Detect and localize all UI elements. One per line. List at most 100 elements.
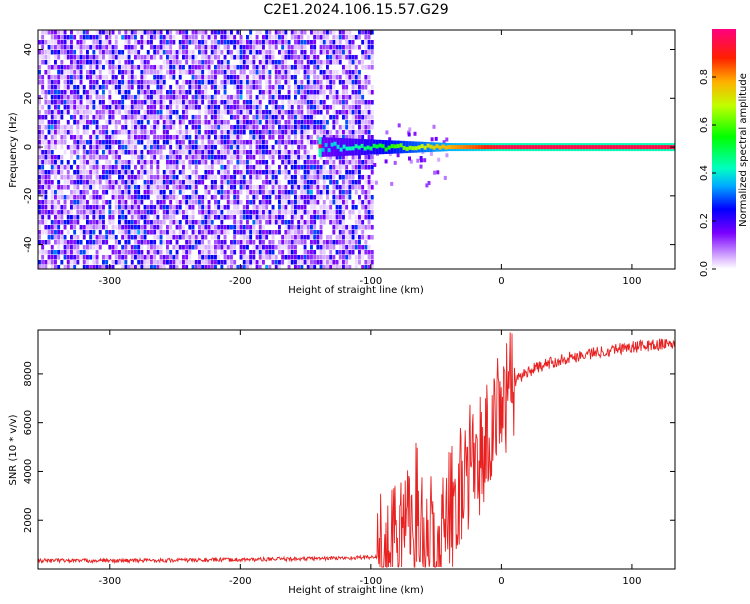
spectrogram-cell (76, 255, 80, 260)
spectrogram-cell (246, 95, 249, 100)
spectrogram-cell (367, 250, 371, 255)
spectrogram-cell (230, 175, 233, 180)
spectrogram-cell (306, 130, 310, 135)
spectrogram-cell (342, 30, 345, 35)
spectrogram-cell (111, 145, 115, 150)
spectrogram-cell (313, 240, 317, 245)
spectrogram-cell (82, 230, 86, 235)
spectrogram-cell (121, 75, 125, 80)
spectrogram-cell (175, 115, 179, 120)
spectrogram-cell (217, 240, 221, 245)
spectrogram-cell (130, 110, 134, 115)
spectrogram-cell (361, 90, 365, 95)
spectrogram-cell (54, 45, 57, 50)
spectrogram-cell (310, 160, 313, 165)
spectrogram-cell (185, 90, 189, 95)
spectrogram-cell (44, 250, 48, 255)
spectrogram-cell (153, 235, 157, 240)
spectrogram-cell (108, 200, 112, 205)
spectrogram-cell (76, 175, 80, 180)
spectrogram-cell (287, 90, 291, 95)
spectrogram-cell (338, 130, 342, 135)
spectrogram-cell (297, 180, 301, 185)
spectrogram-cell (207, 210, 211, 215)
spectrogram-cell (146, 135, 150, 140)
spectrogram-cell (204, 115, 208, 120)
spectrogram-cell (182, 70, 185, 75)
spectrogram-cell (345, 245, 349, 250)
spectrogram-cell (66, 105, 70, 110)
spectrogram-cell (348, 175, 352, 180)
spectrogram-cell (262, 125, 265, 130)
spectrogram-cell (287, 45, 291, 50)
spectrogram-cell (217, 30, 221, 35)
spectrogram-cell (290, 125, 294, 130)
spectrogram-cell (86, 95, 89, 100)
spectrogram-cell (38, 125, 41, 130)
spectrogram-cell (70, 130, 73, 135)
spectrogram-cell (114, 165, 118, 170)
spectrogram-cell (300, 130, 304, 135)
spectrogram-cell (98, 220, 102, 225)
spectrogram-cell (287, 50, 291, 55)
spectrogram-cell (358, 85, 361, 90)
spectrogram-cell (57, 90, 61, 95)
spectrogram-cell (348, 70, 352, 75)
spectrogram-cell (79, 35, 83, 40)
signal-core-cell (507, 145, 511, 150)
spectrogram-cell (281, 55, 285, 60)
spectrogram-cell (316, 85, 320, 90)
spectrogram-cell (226, 180, 230, 185)
spectrogram-cell (287, 170, 291, 175)
spectrogram-cell (41, 255, 45, 260)
spectrogram-cell (236, 145, 240, 150)
spectrogram-cell (159, 255, 163, 260)
spectrogram-cell (111, 150, 115, 155)
spectrogram-cell (150, 45, 153, 50)
spectrogram-cell (249, 130, 253, 135)
spectrogram-cell (306, 190, 310, 195)
spectrogram-cell (278, 245, 281, 250)
spectrogram-cell (127, 115, 131, 120)
spectrogram-cell (306, 80, 310, 85)
spectrogram-cell (66, 100, 70, 105)
spectrogram-cell (220, 40, 224, 45)
signal-core-cell (639, 145, 643, 150)
spectrogram-cell (217, 100, 221, 105)
spectrogram-cell (79, 145, 83, 150)
spectrogram-cell (108, 150, 112, 155)
spectrogram-cell (182, 30, 185, 35)
spectrogram-cell (73, 230, 77, 235)
spectrogram-cell (268, 190, 272, 195)
spectrogram-cell (166, 110, 169, 115)
spectrogram-cell (242, 160, 246, 165)
spectrogram-cell (194, 85, 198, 90)
spectrogram-cell (274, 85, 278, 90)
spectrogram-cell (73, 65, 77, 70)
spectrogram-cell (338, 110, 342, 115)
spectrogram-cell (258, 255, 262, 260)
spectrogram-cell (95, 215, 99, 220)
spectrogram-cell (297, 235, 301, 240)
spectrogram-cell (370, 180, 374, 185)
spectrogram-cell (252, 65, 256, 70)
spectrogram-cell (281, 195, 285, 200)
spectrogram-cell (436, 170, 440, 175)
spectrogram-cell (50, 170, 54, 175)
spectrogram-cell (47, 55, 51, 60)
spectrogram-cell (316, 30, 320, 35)
spectrogram-cell (194, 80, 198, 85)
spectrogram-cell (278, 85, 281, 90)
spectrogram-cell (156, 100, 160, 105)
spectrogram-cell (124, 30, 128, 35)
spectrogram-cell (255, 260, 259, 265)
spectrogram-cell (182, 95, 185, 100)
spectrogram-cell (310, 60, 313, 65)
spectrogram-cell (370, 45, 374, 50)
spectrogram-cell (332, 210, 336, 215)
signal-core-cell (387, 145, 391, 150)
spectrogram-cell (329, 60, 333, 65)
spectrogram-cell (265, 250, 269, 255)
spectrogram-cell (367, 110, 371, 115)
spectrogram-cell (303, 120, 307, 125)
